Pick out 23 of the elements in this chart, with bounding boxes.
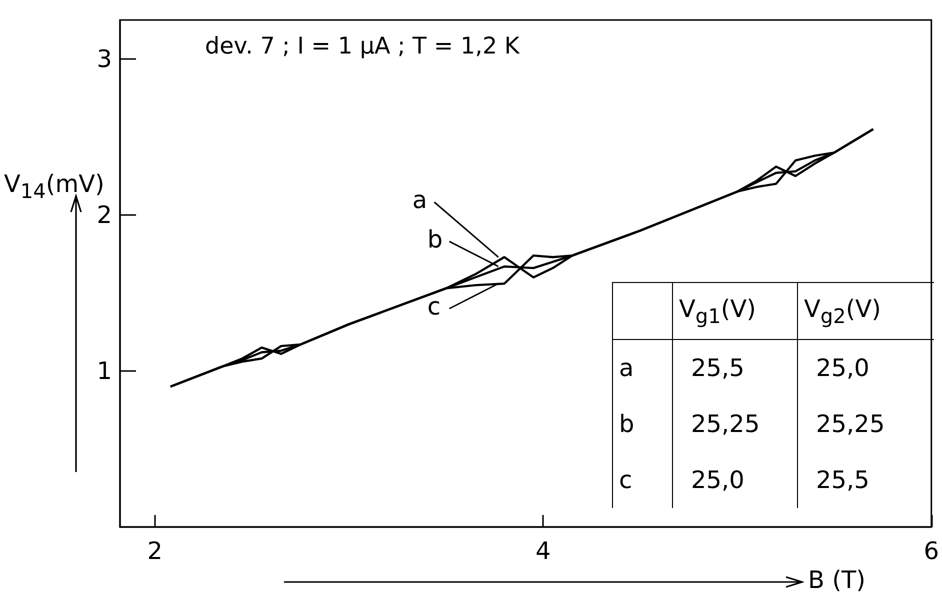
- text: c: [427, 292, 441, 321]
- y-axis-title: V$_{14}$(mV): [4, 170, 104, 203]
- x-axis-title: B (T): [808, 566, 866, 594]
- y-tick-label: 3: [96, 45, 112, 73]
- annotation: V$_{g2}$(V): [798, 282, 934, 340]
- annotation: 25,0: [798, 340, 934, 396]
- annotation: V$_{g1}$(V): [672, 282, 798, 340]
- legend-label: c: [612, 452, 672, 508]
- text: dev. 7 ; I = 1 μA ; T = 1,2 K: [205, 34, 520, 60]
- legend-label: a: [612, 340, 672, 396]
- annotation: 25,5: [798, 452, 934, 508]
- y-tick-label: 1: [96, 357, 112, 385]
- annotation: 25,25: [798, 396, 934, 452]
- annotation: 25,25: [672, 396, 798, 452]
- y-tick-label: 2: [96, 201, 112, 229]
- x-tick-label: 6: [924, 537, 940, 565]
- x-tick-label: 4: [536, 537, 551, 565]
- annotation: 25,0: [672, 452, 798, 508]
- annotation: 25,5: [672, 340, 798, 396]
- legend-label: b: [612, 396, 672, 452]
- text: a: [412, 186, 428, 214]
- x-tick-label: 2: [147, 537, 163, 565]
- text: b: [427, 225, 443, 254]
